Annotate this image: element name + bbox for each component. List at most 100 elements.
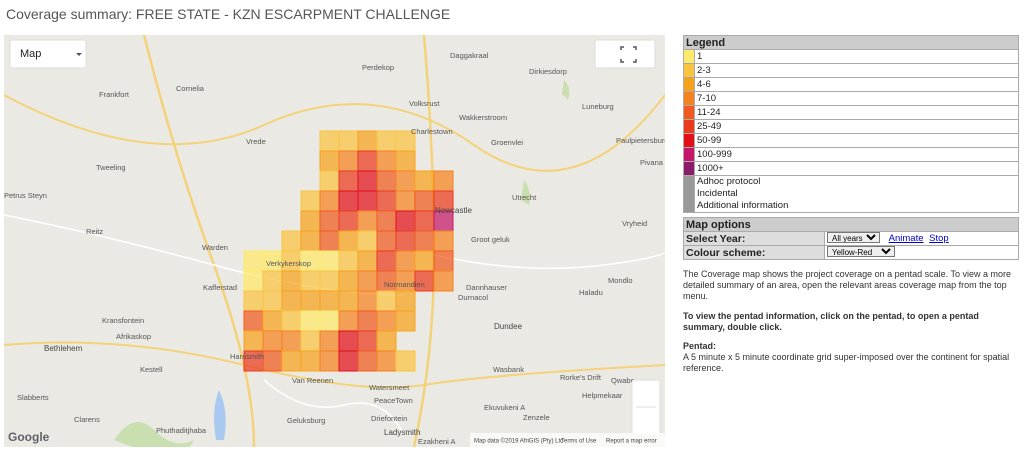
pentad-cell[interactable] [395,150,416,172]
pentad-cell[interactable] [281,310,302,332]
zoom-control[interactable] [631,379,661,436]
pentad-cell[interactable] [300,290,321,312]
pentad-cell[interactable] [395,190,416,212]
pentad-cell[interactable] [338,150,359,172]
pentad-cell[interactable] [376,170,397,192]
pentad-cell[interactable] [262,330,283,352]
pentad-cell[interactable] [300,270,321,292]
pentad-cell[interactable] [376,230,397,252]
pentad-cell[interactable] [433,250,454,272]
pentad-cell[interactable] [243,270,264,292]
pentad-cell[interactable] [376,350,397,372]
pentad-cell[interactable] [414,250,435,272]
pentad-cell[interactable] [319,310,340,332]
pentad-cell[interactable] [395,230,416,252]
pentad-cell[interactable] [281,230,302,252]
map-type-label[interactable]: Map [20,48,41,60]
pentad-grid[interactable] [243,130,454,372]
pentad-cell[interactable] [300,350,321,372]
pentad-cell[interactable] [357,230,378,252]
pentad-cell[interactable] [357,250,378,272]
pentad-cell[interactable] [319,130,340,152]
pentad-cell[interactable] [319,230,340,252]
pentad-cell[interactable] [357,170,378,192]
pentad-cell[interactable] [357,310,378,332]
pentad-cell[interactable] [357,330,378,352]
pentad-cell[interactable] [395,250,416,272]
map[interactable]: Perdekop Daggakraal Dirkiesdorp Frankfor… [4,35,665,447]
pentad-cell[interactable] [395,290,416,312]
pentad-cell[interactable] [376,130,397,152]
pentad-cell[interactable] [338,210,359,232]
pentad-cell[interactable] [319,330,340,352]
pentad-cell[interactable] [262,290,283,312]
pentad-cell[interactable] [338,330,359,352]
pentad-cell[interactable] [319,190,340,212]
pentad-cell[interactable] [357,290,378,312]
terms-link[interactable]: Terms of Use [561,439,597,445]
pentad-cell[interactable] [243,290,264,312]
pentad-cell[interactable] [376,330,397,352]
pentad-cell[interactable] [338,130,359,152]
pentad-cell[interactable] [262,310,283,332]
pentad-cell[interactable] [433,230,454,252]
fullscreen-button[interactable] [594,39,656,69]
pentad-cell[interactable] [414,170,435,192]
pentad-cell[interactable] [338,310,359,332]
pentad-cell[interactable] [300,310,321,332]
pentad-cell[interactable] [357,270,378,292]
pentad-cell[interactable] [338,190,359,212]
pentad-cell[interactable] [319,170,340,192]
animate-link[interactable]: Animate [888,233,924,244]
pentad-cell[interactable] [395,170,416,192]
pentad-cell[interactable] [281,290,302,312]
pentad-cell[interactable] [319,290,340,312]
report-link[interactable]: Report a map error [606,439,657,445]
pentad-cell[interactable] [243,330,264,352]
pentad-cell[interactable] [338,170,359,192]
pentad-cell[interactable] [357,210,378,232]
pentad-cell[interactable] [395,210,416,232]
pentad-cell[interactable] [300,210,321,232]
pentad-cell[interactable] [414,230,435,252]
pentad-cell[interactable] [281,270,302,292]
pentad-cell[interactable] [357,130,378,152]
year-select[interactable]: All years [827,232,880,243]
pentad-cell[interactable] [262,270,283,292]
pentad-cell[interactable] [395,310,416,332]
stop-link[interactable]: Stop [929,233,949,244]
map-type-control[interactable]: Map [9,39,87,69]
pentad-cell[interactable] [376,150,397,172]
pentad-cell[interactable] [338,290,359,312]
pentad-cell[interactable] [376,210,397,232]
pentad-cell[interactable] [300,190,321,212]
pentad-cell[interactable] [376,190,397,212]
pentad-cell[interactable] [281,350,302,372]
pentad-cell[interactable] [300,330,321,352]
pentad-cell[interactable] [357,150,378,172]
pentad-cell[interactable] [338,230,359,252]
pentad-cell[interactable] [262,350,283,372]
pentad-cell[interactable] [433,270,454,292]
pentad-cell[interactable] [376,250,397,272]
pentad-cell[interactable] [319,270,340,292]
pentad-cell[interactable] [414,210,435,232]
pentad-cell[interactable] [243,250,264,272]
pentad-cell[interactable] [433,170,454,192]
pentad-cell[interactable] [300,230,321,252]
pentad-cell[interactable] [319,250,340,272]
pentad-cell[interactable] [376,290,397,312]
pentad-cell[interactable] [338,250,359,272]
colour-scheme-select[interactable]: Yellow-Red [827,246,895,257]
pentad-cell[interactable] [243,310,264,332]
pentad-cell[interactable] [319,210,340,232]
pentad-cell[interactable] [338,270,359,292]
pentad-cell[interactable] [357,190,378,212]
pentad-cell[interactable] [376,310,397,332]
pentad-cell[interactable] [395,350,416,372]
pentad-cell[interactable] [414,190,435,212]
pentad-cell[interactable] [319,150,340,172]
pentad-cell[interactable] [319,350,340,372]
pentad-cell[interactable] [338,350,359,372]
pentad-cell[interactable] [357,350,378,372]
